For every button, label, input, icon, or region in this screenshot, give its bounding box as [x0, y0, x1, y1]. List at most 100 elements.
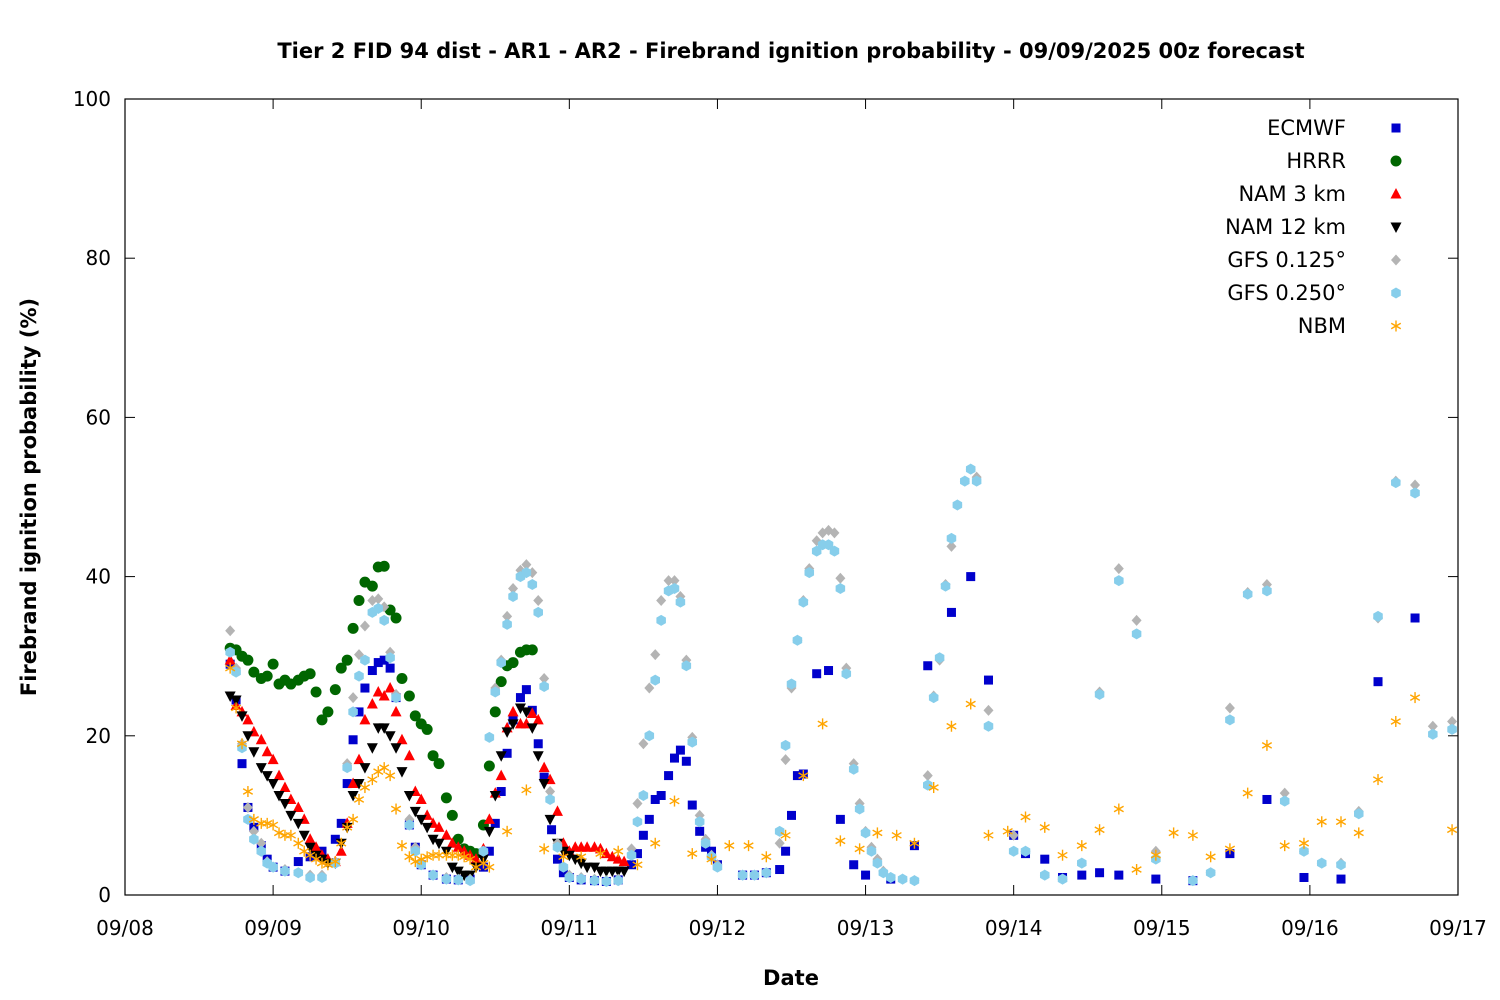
- data-point: [330, 834, 340, 844]
- data-point: [372, 686, 384, 697]
- data-point: [1094, 688, 1105, 700]
- data-point: [526, 723, 538, 734]
- data-point: [563, 850, 575, 862]
- data-point: [242, 654, 254, 666]
- data-point: [341, 654, 353, 666]
- data-point: [1076, 840, 1087, 852]
- data-point: [422, 851, 433, 863]
- data-point: [316, 857, 328, 869]
- legend-marker: [1391, 287, 1401, 299]
- data-point: [965, 698, 976, 710]
- data-point: [335, 662, 347, 674]
- data-point: [489, 706, 501, 718]
- data-point: [644, 730, 655, 742]
- data-point: [1020, 811, 1031, 823]
- data-point: [225, 625, 236, 637]
- data-point: [841, 668, 852, 680]
- data-point: [353, 793, 365, 805]
- data-point: [515, 693, 525, 703]
- data-point: [353, 779, 365, 790]
- data-point: [1040, 869, 1050, 881]
- data-point: [409, 806, 421, 818]
- x-tick-label: 09/11: [541, 916, 599, 940]
- data-point: [1008, 845, 1019, 857]
- data-point: [1114, 870, 1124, 880]
- data-point: [347, 777, 359, 789]
- series-gfs-0-250-: [225, 463, 1457, 887]
- data-point: [761, 851, 772, 863]
- data-point: [496, 787, 506, 797]
- data-point: [594, 842, 606, 854]
- data-point: [293, 837, 304, 849]
- data-point: [798, 770, 809, 782]
- data-point: [248, 825, 259, 837]
- y-tick-label: 40: [86, 565, 111, 589]
- data-point: [440, 792, 452, 804]
- data-point: [960, 475, 970, 487]
- data-point: [1131, 614, 1142, 626]
- data-point: [433, 849, 445, 861]
- data-point: [1131, 864, 1142, 876]
- series-nam-12-km: [224, 691, 630, 882]
- data-point: [533, 606, 543, 618]
- data-point: [267, 779, 279, 790]
- data-point: [446, 862, 458, 874]
- data-point: [348, 692, 359, 704]
- data-point: [390, 612, 402, 624]
- data-point: [638, 790, 649, 801]
- data-point: [613, 875, 623, 887]
- data-point: [484, 731, 495, 743]
- data-point: [268, 861, 278, 873]
- data-point: [1057, 849, 1068, 861]
- data-point: [872, 827, 883, 839]
- data-point: [478, 845, 489, 857]
- data-point: [1262, 585, 1272, 597]
- data-point: [1077, 870, 1087, 880]
- data-point: [1131, 628, 1142, 640]
- data-point: [1113, 563, 1124, 575]
- series-nbm: [225, 662, 1458, 876]
- data-point: [1446, 824, 1458, 836]
- data-point: [1299, 845, 1309, 857]
- data-point: [353, 753, 365, 765]
- data-point: [781, 846, 791, 856]
- data-point: [632, 849, 642, 859]
- legend-marker: [1390, 155, 1402, 167]
- data-point: [558, 868, 568, 878]
- data-point: [940, 580, 951, 592]
- data-point: [384, 731, 396, 742]
- data-point: [322, 859, 334, 871]
- data-point: [373, 602, 384, 614]
- data-point: [359, 782, 371, 794]
- legend-marker: [1391, 123, 1401, 133]
- data-point: [547, 825, 557, 835]
- data-point: [404, 819, 415, 831]
- data-point: [618, 866, 630, 878]
- data-point: [922, 770, 933, 782]
- data-point: [775, 865, 785, 875]
- data-point: [669, 575, 680, 587]
- data-point: [878, 867, 889, 879]
- data-point: [359, 763, 371, 774]
- data-point: [675, 596, 686, 608]
- data-point: [1390, 715, 1401, 727]
- data-point: [1373, 610, 1383, 622]
- data-point: [342, 762, 352, 774]
- data-point: [663, 575, 674, 587]
- data-point: [1242, 588, 1253, 600]
- data-point: [249, 833, 259, 845]
- data-point: [507, 705, 519, 717]
- data-point: [527, 579, 538, 591]
- data-point: [700, 837, 711, 849]
- data-point: [644, 682, 655, 694]
- data-point: [952, 499, 963, 511]
- data-point: [897, 873, 908, 885]
- data-point: [946, 720, 957, 732]
- data-point: [811, 545, 822, 557]
- data-point: [403, 749, 415, 761]
- data-point: [261, 745, 273, 757]
- y-tick-label: 100: [73, 87, 111, 111]
- data-point: [440, 829, 452, 840]
- data-point: [706, 853, 717, 865]
- data-point: [650, 649, 661, 661]
